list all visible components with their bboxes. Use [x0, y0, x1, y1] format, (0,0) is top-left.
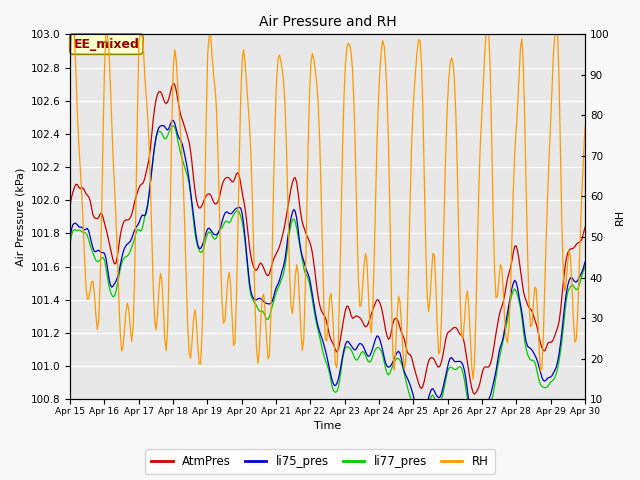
li75_pres	[129, 231, 137, 237]
RH	[238, 57, 246, 63]
AtmPres	[470, 391, 478, 397]
li75_pres	[238, 210, 246, 216]
Legend: AtmPres, li75_pres, li77_pres, RH: AtmPres, li75_pres, li77_pres, RH	[145, 449, 495, 474]
X-axis label: Time: Time	[314, 421, 341, 432]
Line: RH: RH	[70, 35, 585, 379]
li75_pres	[66, 235, 74, 241]
RH	[221, 317, 228, 323]
AtmPres	[556, 318, 563, 324]
RH	[68, 32, 76, 37]
Line: li77_pres: li77_pres	[70, 126, 585, 435]
AtmPres	[170, 81, 177, 86]
li75_pres	[170, 118, 177, 123]
RH	[293, 262, 301, 267]
Text: EE_mixed: EE_mixed	[74, 37, 140, 50]
li75_pres	[581, 259, 589, 265]
li77_pres	[247, 291, 255, 297]
RH	[247, 148, 255, 154]
AtmPres	[247, 253, 255, 259]
Line: li75_pres: li75_pres	[70, 120, 585, 428]
li77_pres	[556, 358, 563, 363]
li75_pres	[470, 425, 478, 431]
li75_pres	[556, 350, 563, 356]
RH	[66, 68, 74, 73]
AtmPres	[581, 225, 589, 230]
li77_pres	[293, 225, 301, 231]
li77_pres	[129, 240, 137, 246]
Y-axis label: RH: RH	[615, 209, 625, 225]
li77_pres	[170, 123, 177, 129]
li75_pres	[221, 210, 228, 216]
Title: Air Pressure and RH: Air Pressure and RH	[259, 15, 396, 29]
li77_pres	[581, 264, 589, 270]
li77_pres	[66, 242, 74, 248]
AtmPres	[129, 206, 137, 212]
RH	[556, 81, 563, 87]
li77_pres	[221, 219, 228, 225]
AtmPres	[293, 180, 301, 185]
Line: AtmPres: AtmPres	[70, 84, 585, 394]
li75_pres	[293, 215, 301, 221]
RH	[131, 275, 138, 280]
li77_pres	[470, 432, 478, 438]
AtmPres	[66, 203, 74, 209]
RH	[581, 124, 589, 130]
AtmPres	[221, 176, 228, 181]
AtmPres	[238, 189, 246, 195]
RH	[469, 376, 477, 382]
Y-axis label: Air Pressure (kPa): Air Pressure (kPa)	[15, 168, 25, 266]
li77_pres	[238, 219, 246, 225]
li75_pres	[247, 288, 255, 294]
